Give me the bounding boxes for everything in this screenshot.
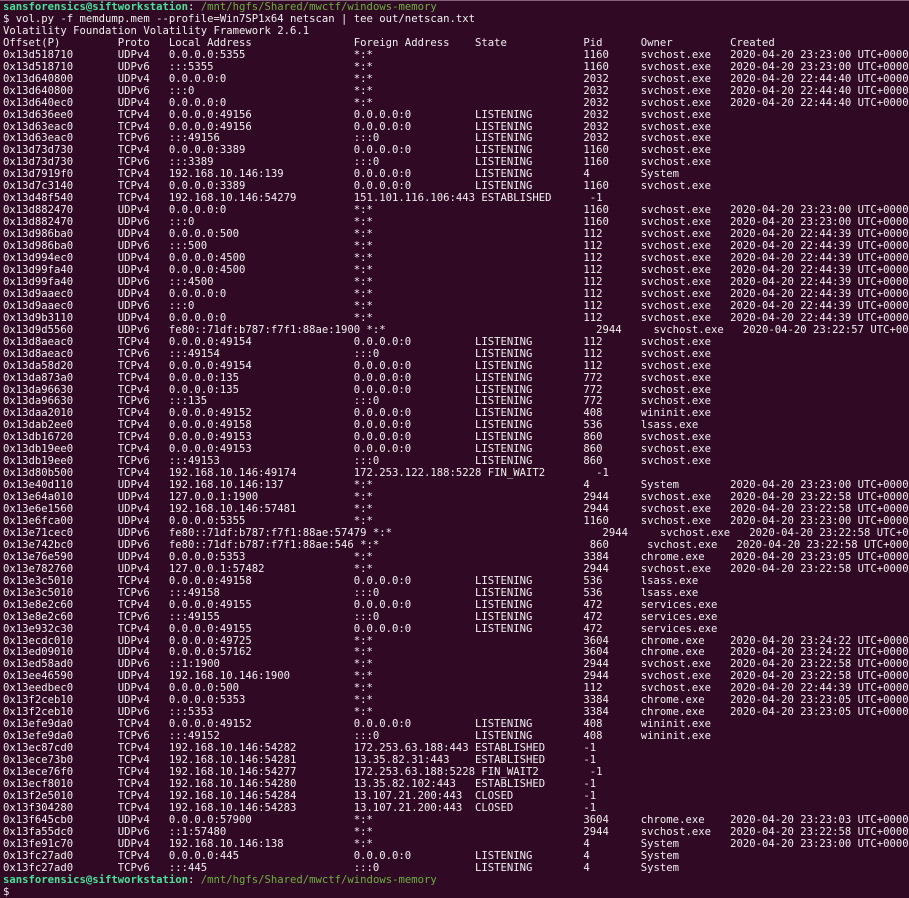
table-row: 0x13d63eac0 TCPv4 0.0.0.0:49156 0.0.0.0:…	[3, 120, 711, 133]
prompt-user-host: sansforensics@siftworkstation	[3, 873, 188, 886]
table-row: 0x13d636ee0 TCPv4 0.0.0.0:49156 0.0.0.0:…	[3, 108, 711, 121]
table-row: 0x13ecdc010 UDPv4 0.0.0.0:49725 *:* 3604…	[3, 634, 909, 647]
table-row: 0x13d9d5560 UDPv6 fe80::71df:b787:f7f1:8…	[3, 323, 909, 336]
table-row: 0x13fc27ad0 TCPv4 0.0.0.0:445 0.0.0.0:0 …	[3, 849, 680, 862]
table-row: 0x13e71cec0 UDPv6 fe80::71df:b787:f7f1:8…	[3, 526, 909, 539]
table-row: 0x13ed58ad0 UDPv6 ::1:1900 *:* 2944 svch…	[3, 658, 909, 671]
table-row: 0x13d640800 UDPv4 0.0.0.0:0 *:* 2032 svc…	[3, 72, 909, 85]
table-row: 0x13d9b3110 UDPv4 0.0.0.0:0 *:* 112 svch…	[3, 311, 909, 324]
table-row: 0x13d73d730 TCPv6 :::3389 :::0 LISTENING…	[3, 156, 711, 169]
table-row: 0x13d882470 UDPv4 0.0.0.0:0 *:* 1160 svc…	[3, 204, 909, 217]
table-row: 0x13d99fa40 UDPv4 0.0.0.0:4500 *:* 112 s…	[3, 263, 909, 276]
table-row: 0x13fe91c70 UDPv4 192.168.10.146:138 *:*…	[3, 837, 909, 850]
table-row: 0x13efe9da0 TCPv6 :::49152 :::0 LISTENIN…	[3, 730, 711, 743]
table-row: 0x13ed09010 UDPv4 0.0.0.0:57162 *:* 3604…	[3, 646, 909, 659]
table-row: 0x13db19ee0 TCPv6 :::49153 :::0 LISTENIN…	[3, 455, 711, 468]
table-row: 0x13d8aeac0 TCPv4 0.0.0.0:49154 0.0.0.0:…	[3, 335, 711, 348]
table-row: 0x13d9aaec0 UDPv6 :::0 *:* 112 svchost.e…	[3, 299, 909, 312]
table-row: 0x13e8e2c60 TCPv4 0.0.0.0:49155 0.0.0.0:…	[3, 598, 718, 611]
table-row: 0x13d63eac0 TCPv6 :::49156 :::0 LISTENIN…	[3, 132, 711, 145]
table-row: 0x13da96630 TCPv6 :::135 :::0 LISTENING …	[3, 395, 711, 408]
table-row: 0x13ece76f0 TCPv4 192.168.10.146:54277 1…	[3, 766, 603, 778]
table-row: 0x13d7919f0 TCPv4 192.168.10.146:139 0.0…	[3, 168, 680, 181]
table-row: 0x13fa55dc0 UDPv6 ::1:57480 *:* 2944 svc…	[3, 825, 909, 838]
table-row: 0x13f645cb0 UDPv4 0.0.0.0:57900 *:* 3604…	[3, 813, 909, 826]
version-line: Volatility Foundation Volatility Framewo…	[3, 24, 310, 37]
table-row: 0x13d80b500 TCPv4 192.168.10.146:49174 1…	[3, 467, 609, 480]
table-row: 0x13d518710 UDPv6 :::5355 *:* 1160 svcho…	[3, 60, 909, 73]
table-row: 0x13efe9da0 TCPv4 0.0.0.0:49152 0.0.0.0:…	[3, 718, 711, 731]
table-row: 0x13da873a0 TCPv4 0.0.0.0:135 0.0.0.0:0 …	[3, 371, 711, 384]
table-row: 0x13f304280 TCPv4 192.168.10.146:54283 1…	[3, 801, 597, 814]
table-row: 0x13fc27ad0 TCPv6 :::445 :::0 LISTENING …	[3, 861, 680, 874]
table-row: 0x13ee46590 UDPv4 192.168.10.146:1900 *:…	[3, 670, 909, 683]
table-row: 0x13d518710 UDPv4 0.0.0.0:5355 *:* 1160 …	[3, 48, 909, 61]
table-row: 0x13d994ec0 UDPv4 0.0.0.0:4500 *:* 112 s…	[3, 252, 909, 265]
table-row: 0x13e3c5010 TCPv6 :::49158 :::0 LISTENIN…	[3, 586, 699, 599]
table-row: 0x13e8e2c60 TCPv6 :::49155 :::0 LISTENIN…	[3, 610, 718, 623]
table-row: 0x13e76e590 UDPv4 0.0.0.0:5353 *:* 3384 …	[3, 550, 909, 563]
table-row: 0x13e6e1560 UDPv4 192.168.10.146:57481 *…	[3, 503, 909, 516]
table-row: 0x13f2ceb10 UDPv6 :::5353 *:* 3384 chrom…	[3, 706, 909, 719]
table-row: 0x13ecf8010 TCPv4 192.168.10.146:54280 1…	[3, 777, 597, 790]
table-row: 0x13dab2ee0 TCPv4 0.0.0.0:49158 0.0.0.0:…	[3, 419, 699, 432]
table-row: 0x13d7c3140 TCPv4 0.0.0.0:3389 0.0.0.0:0…	[3, 180, 711, 193]
table-row: 0x13d73d730 TCPv4 0.0.0.0:3389 0.0.0.0:0…	[3, 144, 711, 157]
command-line: $ vol.py -f memdump.mem --profile=Win7SP…	[3, 12, 475, 25]
table-row: 0x13e6fca00 UDPv4 0.0.0.0:5355 *:* 1160 …	[3, 514, 909, 527]
prompt-separator: :	[187, 1, 201, 13]
prompt-user-host: sansforensics@siftworkstation	[3, 1, 188, 13]
table-row: 0x13d9aaec0 UDPv4 0.0.0.0:0 *:* 112 svch…	[3, 287, 909, 300]
table-row: 0x13f2ceb10 UDPv4 0.0.0.0:5353 *:* 3384 …	[3, 694, 909, 707]
table-row: 0x13daa2010 TCPv4 0.0.0.0:49152 0.0.0.0:…	[3, 407, 711, 420]
table-row: 0x13d986ba0 UDPv6 :::500 *:* 112 svchost…	[3, 240, 909, 253]
table-row: 0x13db16720 TCPv4 0.0.0.0:49153 0.0.0.0:…	[3, 431, 711, 444]
prompt-separator: :	[187, 873, 201, 886]
table-row: 0x13d986ba0 UDPv4 0.0.0.0:500 *:* 112 sv…	[3, 228, 909, 241]
table-row: 0x13d48f540 TCPv4 192.168.10.146:54279 1…	[3, 192, 603, 205]
table-row: 0x13ece73b0 TCPv4 192.168.10.146:54281 1…	[3, 754, 597, 767]
prompt-cwd: /mnt/hgfs/Shared/mwctf/windows-memory	[200, 1, 437, 13]
table-row: 0x13d8aeac0 TCPv6 :::49154 :::0 LISTENIN…	[3, 347, 711, 360]
table-row: 0x13f2e5010 TCPv4 192.168.10.146:54284 1…	[3, 789, 597, 802]
table-row: 0x13e932c30 TCPv4 0.0.0.0:49155 0.0.0.0:…	[3, 622, 718, 635]
table-row: 0x13d99fa40 UDPv6 :::4500 *:* 112 svchos…	[3, 275, 909, 288]
table-row: 0x13d640ec0 UDPv4 0.0.0.0:0 *:* 2032 svc…	[3, 96, 909, 109]
table-row: 0x13e782760 UDPv4 127.0.0.1:57482 *:* 29…	[3, 562, 909, 575]
table-row: 0x13d640800 UDPv6 :::0 *:* 2032 svchost.…	[3, 84, 909, 97]
table-row: 0x13e3c5010 TCPv4 0.0.0.0:49158 0.0.0.0:…	[3, 574, 699, 587]
prompt-cwd: /mnt/hgfs/Shared/mwctf/windows-memory	[200, 873, 437, 886]
prompt-symbol: $	[3, 885, 10, 898]
table-row: 0x13d882470 UDPv6 :::0 *:* 1160 svchost.…	[3, 216, 909, 229]
table-row: 0x13e40d110 UDPv4 192.168.10.146:137 *:*…	[3, 479, 909, 492]
table-row: 0x13da96630 TCPv4 0.0.0.0:135 0.0.0.0:0 …	[3, 383, 711, 396]
table-header-row: Offset(P) Proto Local Address Foreign Ad…	[3, 36, 775, 49]
table-row: 0x13e64a010 UDPv4 127.0.0.1:1900 *:* 294…	[3, 491, 909, 504]
table-row: 0x13db19ee0 TCPv4 0.0.0.0:49153 0.0.0.0:…	[3, 443, 711, 456]
table-row: 0x13ec87cd0 TCPv4 192.168.10.146:54282 1…	[3, 742, 597, 755]
table-row: 0x13da58d20 TCPv4 0.0.0.0:49154 0.0.0.0:…	[3, 359, 711, 372]
table-row: 0x13eedbec0 UDPv4 0.0.0.0:500 *:* 112 sv…	[3, 682, 909, 695]
table-row: 0x13e742bc0 UDPv6 fe80::71df:b787:f7f1:8…	[3, 538, 909, 551]
